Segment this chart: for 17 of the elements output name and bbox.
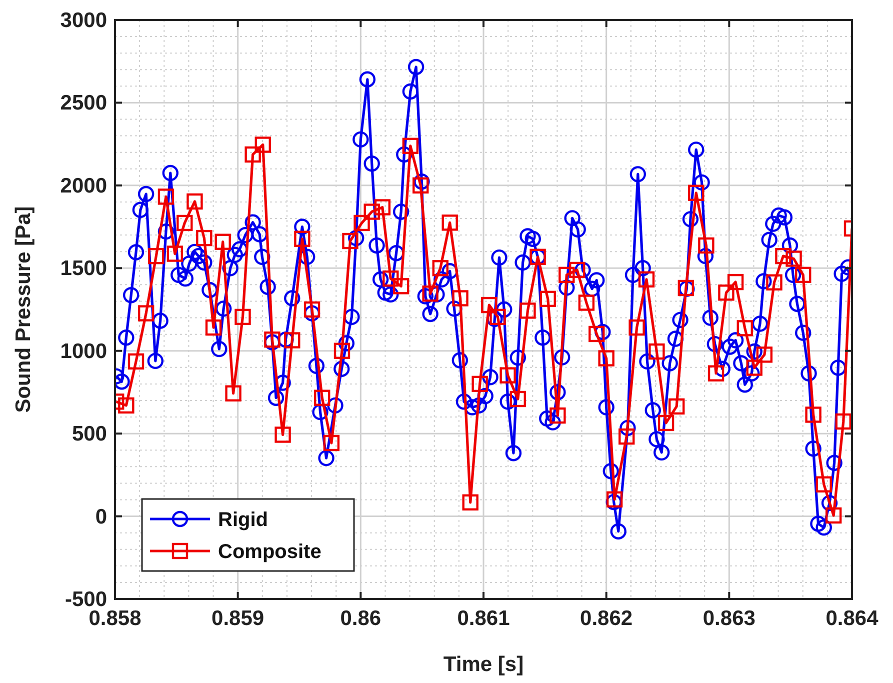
x-tick-label: 0.864	[826, 607, 879, 630]
legend-label: Composite	[218, 541, 322, 563]
y-tick-label: 2500	[60, 92, 107, 115]
y-tick-label: 1000	[60, 340, 107, 363]
y-tick-label: 2000	[60, 174, 107, 198]
y-axis-title: Sound Pressure [Pa]	[12, 206, 35, 413]
legend-label: Rigid	[218, 509, 268, 531]
x-tick-label: 0.859	[212, 607, 264, 630]
y-tick-label: 0	[95, 505, 107, 528]
x-tick-label: 0.862	[580, 607, 633, 630]
y-tick-label: 500	[72, 422, 107, 446]
x-tick-label: 0.863	[702, 607, 756, 630]
x-tick-label: 0.86	[340, 607, 382, 630]
x-axis-title: Time [s]	[443, 653, 524, 676]
y-tick-label: 3000	[60, 9, 107, 32]
y-tick-label: 1500	[60, 257, 107, 280]
x-tick-label: 0.861	[457, 607, 510, 630]
